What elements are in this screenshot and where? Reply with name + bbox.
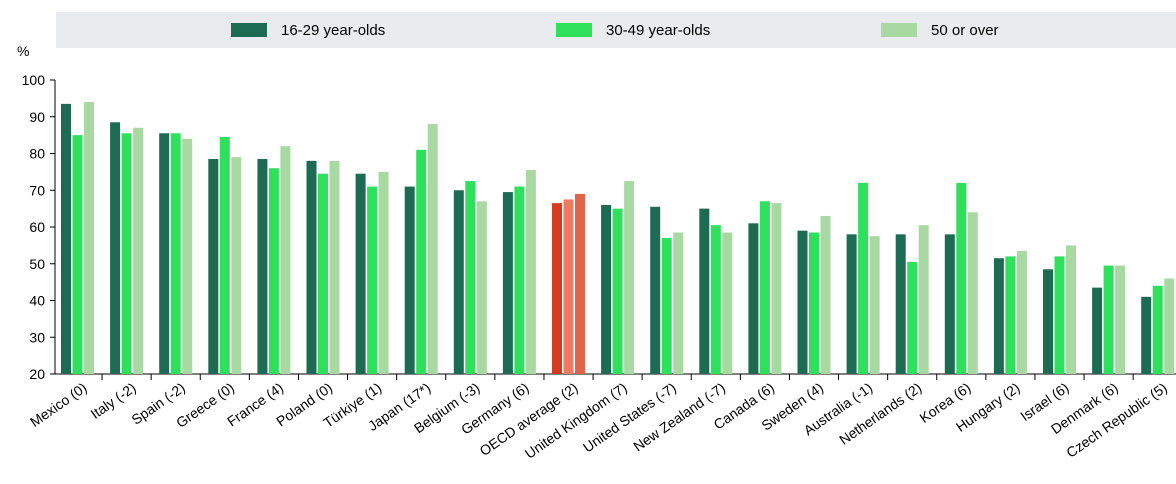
y-tick-label: 60	[29, 219, 45, 235]
bar	[1043, 269, 1053, 374]
legend-item-50-over: 50 or over	[881, 21, 999, 39]
y-tick-label: 50	[29, 256, 45, 272]
legend-swatch-30-49	[556, 23, 592, 37]
bar	[502, 192, 513, 374]
bar	[967, 212, 978, 374]
y-axis: 20 30 40 50 60 70 80 90 100	[22, 72, 1176, 382]
bar	[771, 203, 782, 374]
x-axis-labels: Mexico (0)Italy (-2)Spain (-2)Greece (0)…	[27, 379, 1170, 461]
bar	[699, 208, 710, 374]
bar	[280, 146, 291, 374]
bar	[1152, 285, 1163, 374]
bar	[427, 124, 438, 374]
bar	[1115, 265, 1126, 374]
bar	[869, 236, 880, 374]
bar	[1005, 256, 1016, 374]
bar	[72, 135, 83, 374]
bar	[514, 186, 525, 374]
legend-swatch-16-29	[231, 23, 267, 37]
bars	[61, 102, 1175, 380]
bar	[858, 182, 869, 374]
bar	[993, 258, 1004, 374]
bar	[378, 171, 389, 374]
bar	[208, 159, 219, 374]
bar	[601, 204, 612, 374]
y-tick-label: 90	[29, 109, 45, 125]
bar	[710, 225, 721, 374]
bar	[257, 159, 268, 374]
bar	[476, 201, 487, 374]
y-tick-label: 80	[29, 146, 45, 162]
y-tick-label: 100	[22, 72, 46, 88]
legend-item-16-29: 16-29 year-olds	[231, 21, 386, 39]
bar	[1066, 245, 1076, 374]
bar	[722, 232, 733, 374]
category-label: Netherlands (2)	[836, 379, 924, 447]
bar	[170, 133, 181, 374]
bar	[1054, 256, 1065, 374]
bar	[820, 215, 831, 374]
legend-label-50-over: 50 or over	[931, 21, 999, 39]
bar	[453, 190, 464, 374]
bar	[575, 193, 585, 374]
bar	[1016, 250, 1027, 374]
bar	[956, 182, 967, 374]
legend: 16-29 year-olds 30-49 year-olds 50 or ov…	[56, 12, 1176, 48]
bar	[797, 230, 808, 374]
bar	[318, 173, 328, 374]
bar	[268, 168, 279, 374]
bar	[367, 186, 378, 374]
bar	[1103, 265, 1114, 374]
bar	[563, 199, 574, 374]
bar	[1164, 278, 1175, 374]
bar	[525, 170, 536, 374]
bar	[84, 102, 94, 375]
legend-label-30-49: 30-49 year-olds	[606, 21, 711, 39]
bar	[907, 261, 918, 374]
bar	[219, 136, 230, 374]
y-tick-label: 30	[29, 329, 45, 345]
bar	[809, 232, 819, 374]
bar	[355, 173, 366, 374]
bar	[416, 149, 427, 374]
bar	[404, 186, 415, 374]
bar	[465, 181, 476, 374]
bar	[661, 238, 672, 374]
bar	[182, 138, 193, 374]
bar	[329, 160, 340, 374]
bar	[121, 133, 132, 374]
bar	[133, 127, 144, 375]
y-tick-label: 70	[29, 182, 45, 198]
legend-label-16-29: 16-29 year-olds	[281, 21, 386, 39]
category-label: Mexico (0)	[27, 379, 90, 430]
legend-swatch-50-over	[881, 23, 917, 37]
bar	[61, 103, 71, 374]
legend-item-30-49: 30-49 year-olds	[556, 21, 711, 39]
bar	[1092, 287, 1103, 374]
bar	[110, 122, 121, 374]
bar	[624, 181, 635, 374]
bar	[846, 234, 857, 374]
y-axis-unit-label: %	[17, 43, 29, 59]
bar	[944, 234, 955, 374]
bar	[759, 201, 770, 374]
bar	[231, 157, 242, 374]
bar	[918, 225, 929, 374]
bar	[895, 234, 906, 374]
bar	[673, 232, 684, 374]
bar	[159, 133, 170, 374]
bar	[306, 160, 317, 374]
bar	[748, 223, 759, 374]
bar	[1141, 296, 1152, 374]
bar	[612, 208, 623, 374]
bar	[650, 206, 661, 374]
y-tick-label: 20	[29, 366, 45, 382]
y-tick-label: 40	[29, 293, 45, 309]
bar	[552, 203, 562, 374]
